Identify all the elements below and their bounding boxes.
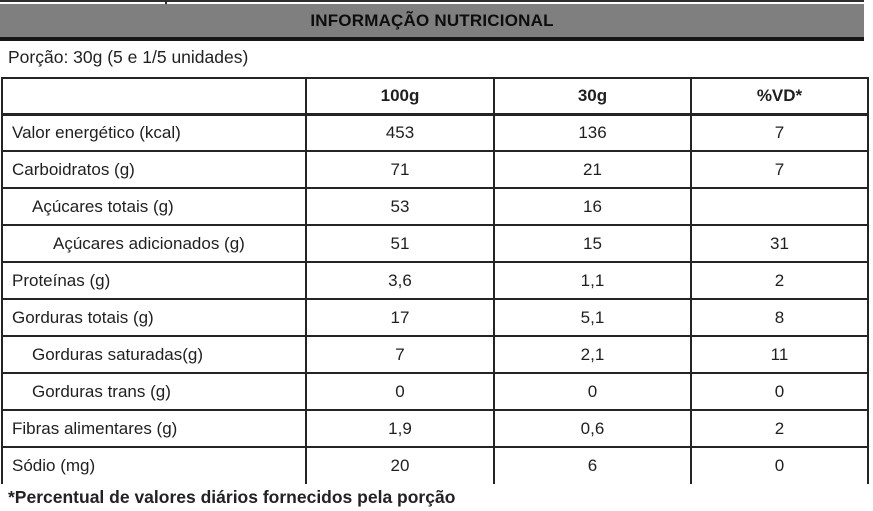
value-30g: 0,6	[493, 409, 692, 448]
value-vd	[690, 187, 869, 226]
value-100g: 53	[305, 187, 495, 226]
row-label: Gorduras saturadas(g)	[1, 335, 307, 374]
value-100g: 453	[305, 113, 495, 152]
value-vd: 0	[690, 372, 869, 411]
header-cell-30g: 30g	[493, 77, 692, 116]
value-30g: 6	[493, 446, 692, 484]
row-valor-energetico: Valor energético (kcal) 453 136 7	[1, 113, 869, 152]
value-100g: 51	[305, 224, 495, 263]
row-label: Fibras alimentares (g)	[1, 409, 307, 448]
row-label: Gorduras totais (g)	[1, 298, 307, 337]
row-carboidratos: Carboidratos (g) 71 21 7	[1, 150, 869, 189]
nutrition-title: INFORMAÇÃO NUTRICIONAL	[310, 10, 554, 30]
value-100g: 3,6	[305, 261, 495, 300]
row-gorduras-saturadas: Gorduras saturadas(g) 7 2,1 11	[1, 335, 869, 374]
value-100g: 1,9	[305, 409, 495, 448]
row-acucares-adicionados: Açúcares adicionados (g) 51 15 31	[1, 224, 869, 263]
value-vd: 7	[690, 150, 869, 189]
value-100g: 17	[305, 298, 495, 337]
value-100g: 7	[305, 335, 495, 374]
value-vd: 2	[690, 409, 869, 448]
value-30g: 1,1	[493, 261, 692, 300]
value-vd: 7	[690, 113, 869, 152]
value-vd: 0	[690, 446, 869, 484]
value-30g: 0	[493, 372, 692, 411]
value-vd: 8	[690, 298, 869, 337]
header-cell-vd: %VD*	[690, 77, 869, 116]
value-100g: 0	[305, 372, 495, 411]
header-cell-100g: 100g	[305, 77, 495, 116]
value-30g: 5,1	[493, 298, 692, 337]
row-gorduras-trans: Gorduras trans (g) 0 0 0	[1, 372, 869, 411]
value-30g: 21	[493, 150, 692, 189]
row-label: Valor energético (kcal)	[1, 113, 307, 152]
value-vd: 31	[690, 224, 869, 263]
row-label: Açúcares adicionados (g)	[1, 224, 307, 263]
nutrition-table: 100g 30g %VD* Valor energético (kcal) 45…	[1, 77, 869, 484]
row-acucares-totais: Açúcares totais (g) 53 16	[1, 187, 869, 226]
daily-values-footnote: *Percentual de valores diários fornecido…	[8, 487, 456, 507]
row-label: Carboidratos (g)	[1, 150, 307, 189]
row-fibras-alimentares: Fibras alimentares (g) 1,9 0,6 2	[1, 409, 869, 448]
value-vd: 11	[690, 335, 869, 374]
value-100g: 20	[305, 446, 495, 484]
row-sodio: Sódio (mg) 20 6 0	[1, 446, 869, 484]
row-label: Proteínas (g)	[1, 261, 307, 300]
row-label: Sódio (mg)	[1, 446, 307, 484]
value-30g: 136	[493, 113, 692, 152]
nutrition-title-bar: INFORMAÇÃO NUTRICIONAL	[0, 4, 864, 41]
table-header-row: 100g 30g %VD*	[1, 77, 869, 116]
value-30g: 2,1	[493, 335, 692, 374]
row-label: Gorduras trans (g)	[1, 372, 307, 411]
header-cell-blank	[1, 77, 307, 116]
row-label: Açúcares totais (g)	[1, 187, 307, 226]
portion-line: Porção: 30g (5 e 1/5 unidades)	[8, 47, 249, 67]
value-vd: 2	[690, 261, 869, 300]
value-100g: 71	[305, 150, 495, 189]
value-30g: 15	[493, 224, 692, 263]
top-rule-line	[0, 0, 864, 2]
row-proteinas: Proteínas (g) 3,6 1,1 2	[1, 261, 869, 300]
value-30g: 16	[493, 187, 692, 226]
row-gorduras-totais: Gorduras totais (g) 17 5,1 8	[1, 298, 869, 337]
